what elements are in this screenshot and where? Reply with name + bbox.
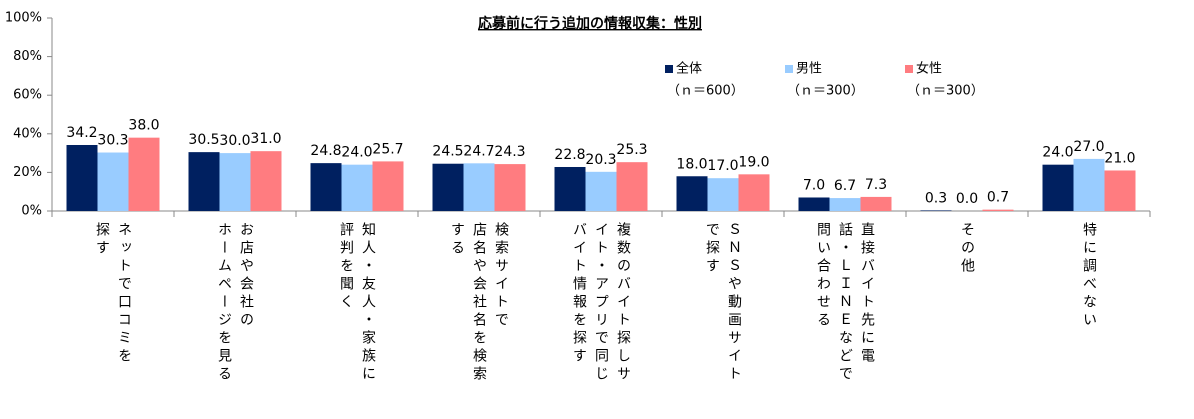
data-label: 38.0 (128, 118, 159, 134)
x-tick-label: お店や会社の ホームページを見る (216, 222, 254, 384)
data-label: 24.8 (310, 143, 341, 159)
data-label: 30.0 (219, 133, 250, 149)
y-tick-label: 80% (13, 49, 42, 64)
bar (676, 176, 708, 211)
bar (97, 152, 129, 211)
bar (798, 197, 830, 211)
bar (219, 153, 251, 211)
legend-label: 全体 (676, 61, 702, 77)
bar (1042, 164, 1074, 211)
x-tick-label: 知人・友人・家族に 評判を聞く (338, 222, 376, 384)
data-label: 25.3 (616, 142, 647, 158)
bar (494, 164, 526, 211)
bar (982, 209, 1014, 211)
data-label: 17.0 (707, 158, 738, 174)
data-label: 7.0 (803, 177, 825, 193)
data-label: 6.7 (834, 178, 856, 194)
data-label: 24.5 (432, 144, 463, 160)
x-tick-label: ネットで口コミを 探す (94, 222, 132, 366)
bar (372, 161, 404, 211)
bar (341, 164, 373, 211)
bar (432, 163, 464, 211)
bar (1073, 158, 1105, 211)
data-label: 25.7 (372, 141, 403, 157)
data-label: 24.7 (463, 143, 494, 159)
y-tick-label: 60% (13, 88, 42, 103)
x-tick-label: ＳＮＳや動画サイト で探す (704, 222, 742, 384)
data-label: 20.3 (585, 152, 616, 168)
legend-label: 男性 (796, 62, 822, 77)
legend-sample-size: （ｎ＝600） (667, 84, 744, 99)
legend-sample-size: （ｎ＝300） (787, 84, 864, 99)
legend-swatch (665, 65, 673, 73)
data-label: 24.3 (494, 144, 525, 160)
bar (250, 151, 282, 211)
bar (188, 152, 220, 211)
y-tick-label: 20% (13, 165, 42, 180)
bar (310, 163, 342, 211)
data-label: 34.2 (66, 125, 97, 141)
data-label: 7.3 (865, 177, 887, 193)
data-label: 30.3 (97, 133, 128, 149)
data-label: 31.0 (250, 131, 281, 147)
x-tick-label: 直接バイト先に電 話・ＬＩＮＥなどで 問い合わせる (815, 222, 875, 384)
bar (463, 163, 495, 211)
bar (707, 178, 739, 211)
bar (616, 162, 648, 211)
legend-swatch (785, 65, 793, 73)
data-label: 22.8 (554, 147, 585, 163)
data-label: 0.0 (956, 191, 978, 207)
y-tick-label: 40% (13, 126, 42, 141)
bar (860, 196, 892, 211)
bar (829, 198, 861, 211)
data-label: 19.0 (738, 154, 769, 170)
data-label: 27.0 (1073, 139, 1104, 155)
x-tick-label: 検索サイトで 店名や会社名を検索 する (449, 222, 509, 384)
bar (66, 144, 98, 211)
data-label: 21.0 (1104, 150, 1135, 166)
data-label: 0.7 (987, 190, 1009, 206)
bar (585, 171, 617, 211)
bar (1104, 170, 1136, 211)
bar (738, 174, 770, 211)
bar (128, 137, 160, 211)
y-tick-label: 0% (21, 204, 42, 219)
data-label: 24.0 (1042, 145, 1073, 161)
x-tick-label: その他 (959, 222, 975, 276)
x-tick-label: 特に調べない (1081, 222, 1097, 330)
data-label: 18.0 (676, 156, 707, 172)
x-tick-label: 複数のバイト探しサ イト・アプリで同じ バイト情報を探す (571, 222, 631, 384)
legend-sample-size: （ｎ＝300） (907, 84, 984, 99)
data-label: 24.0 (341, 145, 372, 161)
legend-swatch (905, 65, 913, 73)
chart-title: 応募前に行う追加の情報収集：性別 (478, 15, 702, 32)
data-label: 30.5 (188, 132, 219, 148)
data-label: 0.3 (925, 190, 947, 206)
bar (554, 166, 586, 211)
legend-label: 女性 (916, 61, 942, 77)
y-tick-label: 100% (5, 11, 42, 26)
bar (920, 210, 952, 211)
